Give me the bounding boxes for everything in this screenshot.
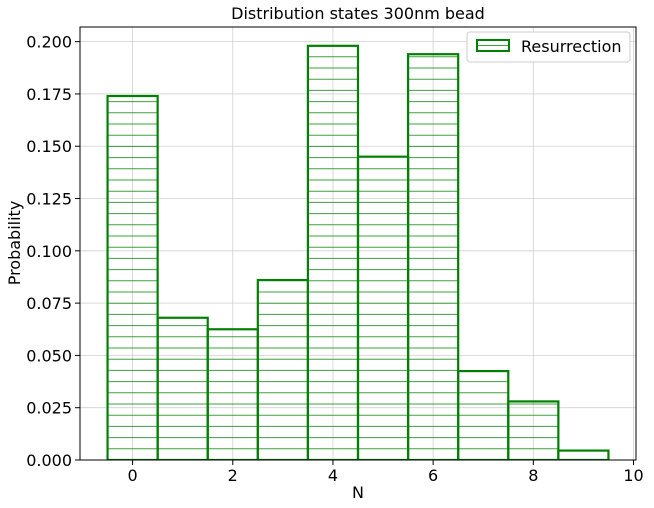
y-axis-ticks: 0.000 0.025 0.050 0.075 0.100 0.125 0.150 0.175… xyxy=(26,33,80,470)
legend-label-resurrection: Resurrection xyxy=(521,37,622,56)
histogram-bar xyxy=(356,155,410,460)
legend: Resurrection xyxy=(466,31,631,63)
y-tick-label: 0.200 xyxy=(26,33,72,52)
x-axis-title: N xyxy=(352,483,364,502)
histogram-bar xyxy=(306,44,360,460)
histogram-bar xyxy=(406,53,460,460)
plot-area-frame xyxy=(79,26,637,461)
histogram-bars xyxy=(106,44,610,460)
y-tick-label: 0.000 xyxy=(26,451,72,470)
bar-outline xyxy=(406,53,460,460)
y-tick-label: 0.175 xyxy=(26,85,72,104)
x-tick-label: 10 xyxy=(623,466,643,485)
histogram-bar xyxy=(156,316,209,460)
x-tick-label: 4 xyxy=(328,466,338,485)
x-axis-ticks: 0 2 4 6 8 10 xyxy=(128,460,644,485)
bar-outline xyxy=(507,400,560,460)
y-tick-label: 0.100 xyxy=(26,242,72,261)
y-axis-title: Probability xyxy=(5,201,24,286)
chart-title: Distribution states 300nm bead xyxy=(231,4,485,23)
histogram-bar xyxy=(457,369,510,460)
histogram-bar xyxy=(557,449,610,460)
x-tick-label: 6 xyxy=(428,466,438,485)
x-tick-label: 8 xyxy=(528,466,538,485)
y-tick-label: 0.075 xyxy=(26,294,72,313)
bar-outline xyxy=(557,449,610,460)
x-tick-label: 2 xyxy=(228,466,238,485)
histogram-bar xyxy=(507,400,560,460)
histogram-bar xyxy=(256,279,310,460)
y-tick-label: 0.050 xyxy=(26,346,72,365)
y-tick-label: 0.025 xyxy=(26,399,72,418)
y-tick-label: 0.125 xyxy=(26,190,72,209)
y-tick-label: 0.150 xyxy=(26,137,72,156)
bar-outline xyxy=(156,316,209,460)
x-tick-label: 0 xyxy=(128,466,138,485)
